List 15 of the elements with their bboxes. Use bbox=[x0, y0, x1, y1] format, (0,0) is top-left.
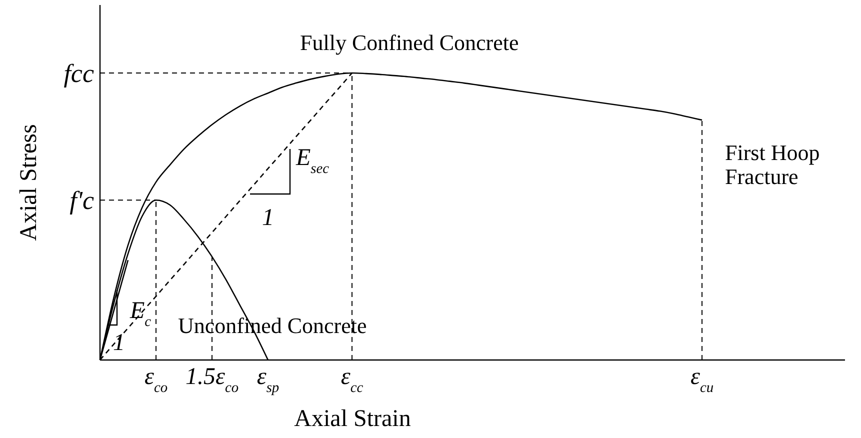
x-tick-label: 1.5ε$_{co}$ bbox=[185, 364, 239, 396]
text: Fully Confined Concrete bbox=[300, 30, 519, 55]
x-tick-label: ε$_{sp}$ bbox=[256, 364, 280, 396]
x-tick-label: ε$_{cu}$ bbox=[690, 364, 714, 396]
y-axis-title: Axial Stress bbox=[16, 124, 42, 241]
ref-line-label: f'c bbox=[70, 186, 94, 216]
annotation: 1 bbox=[262, 205, 274, 231]
annotation: E$_{c}$ bbox=[129, 298, 152, 330]
annotation: E$_{sec}$ bbox=[295, 145, 330, 177]
annotation: First Hoop Fracture bbox=[725, 140, 820, 190]
ref-line-label: fcc bbox=[64, 59, 94, 88]
x-tick-label: ε$_{cc}$ bbox=[340, 364, 364, 396]
x-tick-label: ε$_{co}$ bbox=[144, 364, 168, 396]
annotation: 1 bbox=[113, 330, 125, 356]
x-axis-title: Axial Strain bbox=[294, 406, 411, 432]
